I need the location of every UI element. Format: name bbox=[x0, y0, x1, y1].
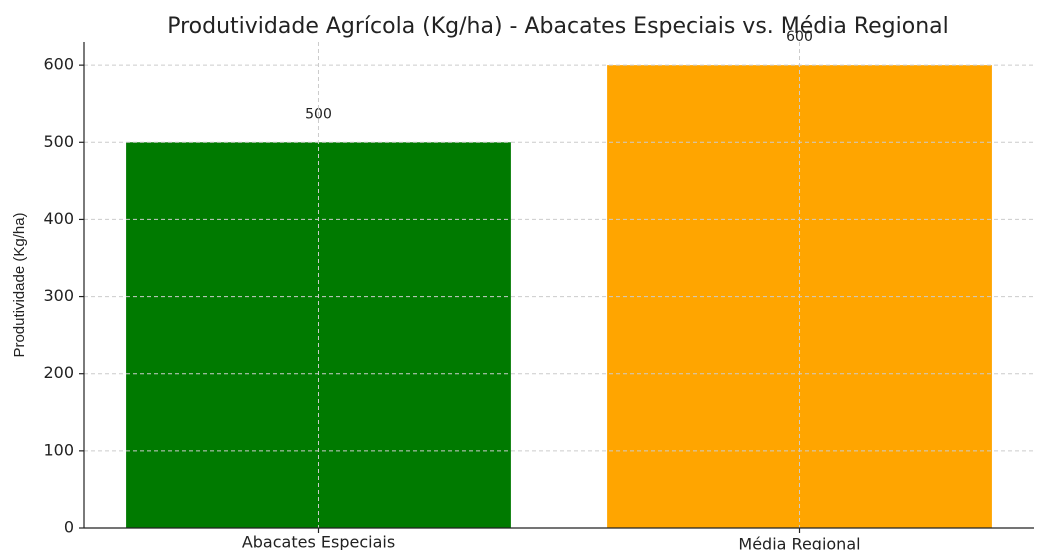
data-label: 600 bbox=[786, 29, 813, 45]
y-tick-label: 100 bbox=[43, 440, 74, 459]
y-tick-label: 400 bbox=[43, 209, 74, 228]
x-tick-label: Média Regional bbox=[738, 535, 860, 550]
y-tick-label: 300 bbox=[43, 286, 74, 305]
chart-title: Produtividade Agrícola (Kg/ha) - Abacate… bbox=[167, 14, 949, 39]
y-tick-label: 0 bbox=[64, 518, 74, 537]
y-tick-label: 500 bbox=[43, 132, 74, 151]
x-tick-label: Abacates Especiais bbox=[242, 533, 395, 550]
y-axis-label: Produtividade (Kg/ha) bbox=[11, 212, 28, 357]
y-tick-label: 200 bbox=[43, 363, 74, 382]
y-tick-label: 600 bbox=[43, 55, 74, 74]
